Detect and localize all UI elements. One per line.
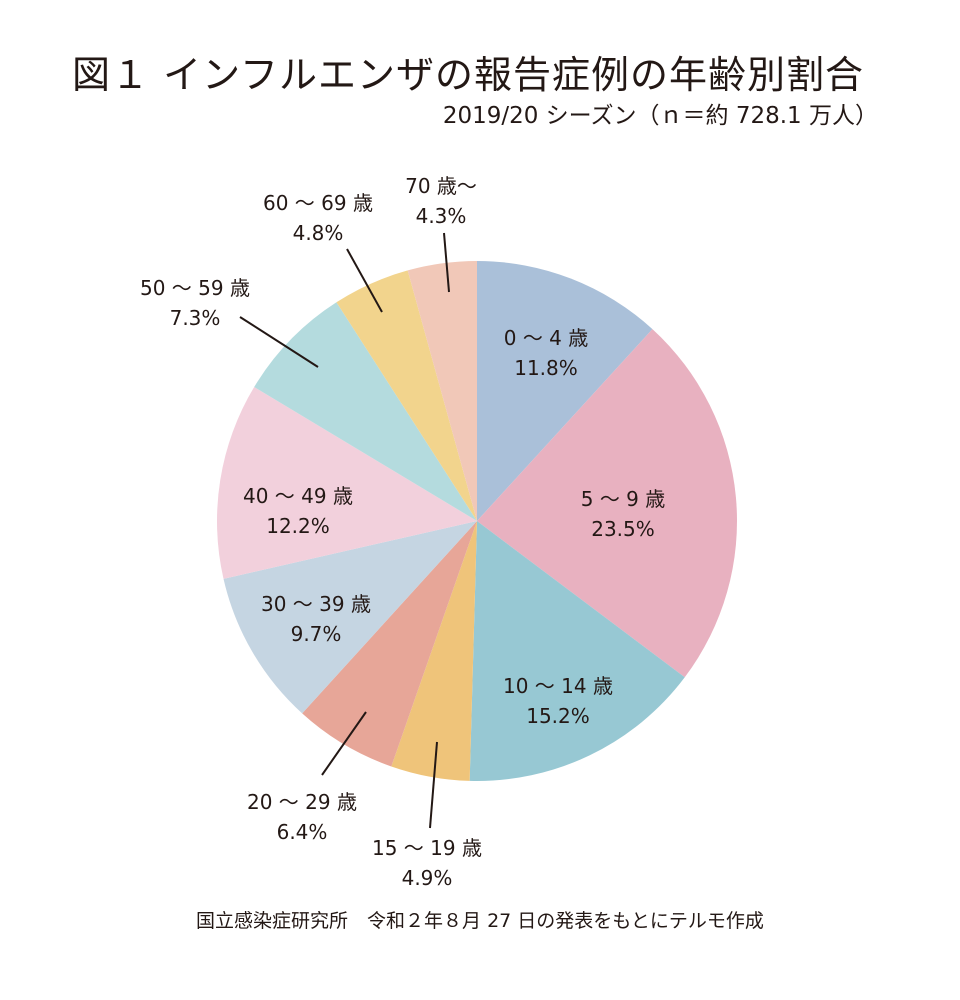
leader-line-4 bbox=[321, 711, 367, 776]
pie-slice-8 bbox=[336, 270, 477, 521]
pie-slice-5 bbox=[223, 521, 477, 714]
slice-value-label-4: 6.4% bbox=[277, 820, 328, 844]
slice-value-label-9: 4.3% bbox=[416, 204, 467, 228]
pie-slice-4 bbox=[302, 521, 477, 767]
slice-label-2: 10 〜 14 歳 bbox=[503, 674, 613, 698]
slice-value-label-1: 23.5% bbox=[591, 517, 655, 541]
slice-label-1: 5 〜 9 歳 bbox=[581, 487, 666, 511]
slice-label-6: 40 〜 49 歳 bbox=[243, 484, 353, 508]
slice-label-5: 30 〜 39 歳 bbox=[261, 592, 371, 616]
slice-value-label-3: 4.9% bbox=[402, 866, 453, 890]
slice-label-9: 70 歳〜 bbox=[405, 174, 477, 198]
chart-subtitle: 2019/20 シーズン（ｎ＝約 728.1 万人） bbox=[442, 103, 878, 129]
slice-label-4: 20 〜 29 歳 bbox=[247, 790, 357, 814]
pie-slice-2 bbox=[469, 521, 685, 781]
slice-label-0: 0 〜 4 歳 bbox=[504, 326, 589, 350]
leader-line-8 bbox=[346, 248, 383, 313]
pie-slice-6 bbox=[217, 387, 477, 579]
pie-slice-9 bbox=[407, 261, 477, 521]
slice-value-label-0: 11.8% bbox=[514, 356, 578, 380]
leader-line-3 bbox=[429, 741, 438, 829]
leader-line-7 bbox=[239, 316, 319, 368]
slice-value-label-2: 15.2% bbox=[526, 704, 590, 728]
chart-title: 図１ インフルエンザの報告症例の年齢別割合 bbox=[72, 53, 864, 97]
slice-label-3: 15 〜 19 歳 bbox=[372, 836, 482, 860]
leader-line-9 bbox=[443, 232, 450, 293]
source-note: 国立感染症研究所 令和２年８月 27 日の発表をもとにテルモ作成 bbox=[196, 910, 764, 932]
slice-label-8: 60 〜 69 歳 bbox=[263, 191, 373, 215]
pie-slice-1 bbox=[477, 329, 737, 678]
pie-slice-7 bbox=[254, 302, 477, 521]
slice-value-label-8: 4.8% bbox=[293, 221, 344, 245]
pie-slice-3 bbox=[391, 521, 477, 781]
pie-slice-0 bbox=[477, 261, 653, 521]
slice-value-label-7: 7.3% bbox=[170, 306, 221, 330]
slice-value-label-5: 9.7% bbox=[291, 622, 342, 646]
slice-value-label-6: 12.2% bbox=[266, 514, 330, 538]
slice-label-7: 50 〜 59 歳 bbox=[140, 276, 250, 300]
